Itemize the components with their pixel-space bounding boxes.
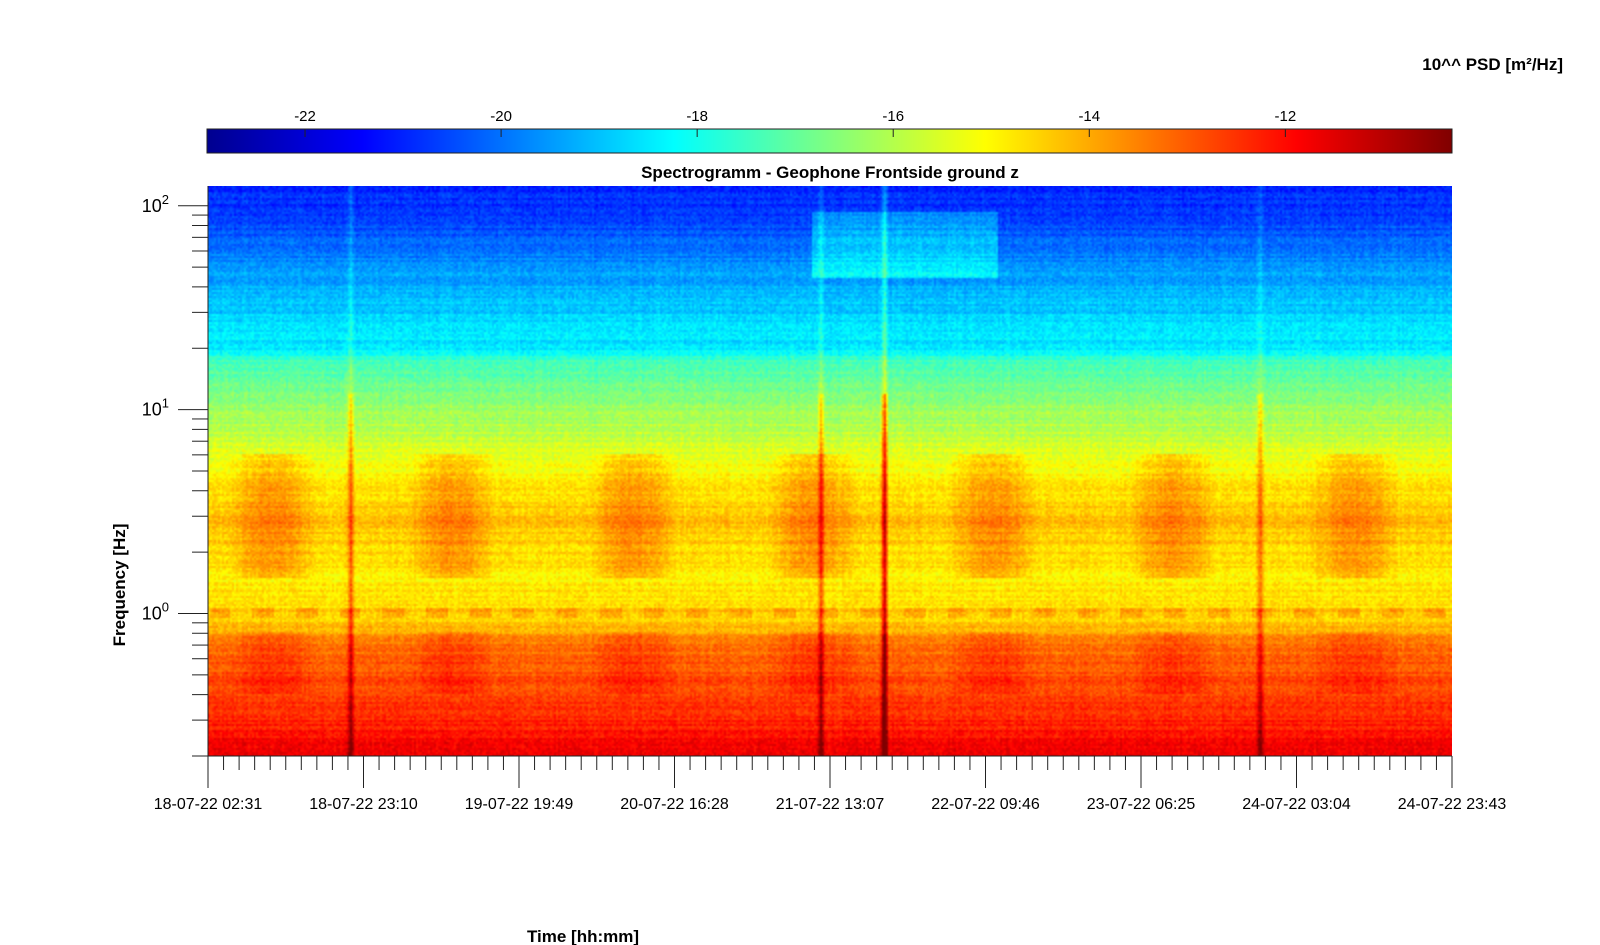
colorbar-tick-label: -14 — [1078, 108, 1100, 125]
y-tick-label: 102 — [142, 192, 169, 216]
colorbar-tick-label: -18 — [686, 108, 708, 125]
y-axis-label: Frequency [Hz] — [110, 524, 129, 647]
x-ticks: 18-07-22 02:31 18-07-22 23:10 19-07-22 19:… — [154, 756, 1507, 813]
x-tick-label: 21-07-22 13:07 — [776, 796, 885, 813]
colorbar-tick-label: -16 — [882, 108, 904, 125]
colorbar-label: 10^^ PSD [m²/Hz] — [1422, 55, 1563, 74]
x-tick-label: 24-07-22 03:04 — [1242, 796, 1351, 813]
x-tick-label: 23-07-22 06:25 — [1087, 796, 1196, 813]
x-tick-label: 19-07-22 19:49 — [465, 796, 574, 813]
colorbar-ticks: -22 -20 -18 -16 -14 -12 — [294, 108, 1296, 137]
chart-title: Spectrogramm - Geophone Frontside ground… — [641, 163, 1019, 182]
y-axis: 100 101 102 — [142, 186, 209, 757]
x-tick-label: 24-07-22 23:43 — [1398, 796, 1507, 813]
colorbar-tick-label: -12 — [1275, 108, 1297, 125]
x-axis-label: Time [hh:mm] — [527, 927, 639, 945]
colorbar-tick-label: -20 — [490, 108, 512, 125]
plot-area — [208, 186, 1452, 756]
y-tick-label: 100 — [142, 600, 169, 624]
x-tick-label: 18-07-22 02:31 — [154, 796, 263, 813]
colorbar: -22 -20 -18 -16 -14 -12 10^^ PSD [m²/Hz] — [206, 55, 1563, 154]
x-tick-label: 22-07-22 09:46 — [931, 796, 1040, 813]
colorbar-tick-label: -22 — [294, 108, 316, 125]
x-tick-label: 20-07-22 16:28 — [620, 796, 729, 813]
spectrogram-image — [208, 186, 1452, 756]
y-tick-label: 101 — [142, 396, 169, 420]
x-axis: 18-07-22 02:31 18-07-22 23:10 19-07-22 19:… — [154, 755, 1507, 813]
x-tick-label: 18-07-22 23:10 — [309, 796, 418, 813]
y-ticks: 100 101 102 — [142, 192, 208, 757]
colorbar-gradient — [206, 128, 1453, 154]
